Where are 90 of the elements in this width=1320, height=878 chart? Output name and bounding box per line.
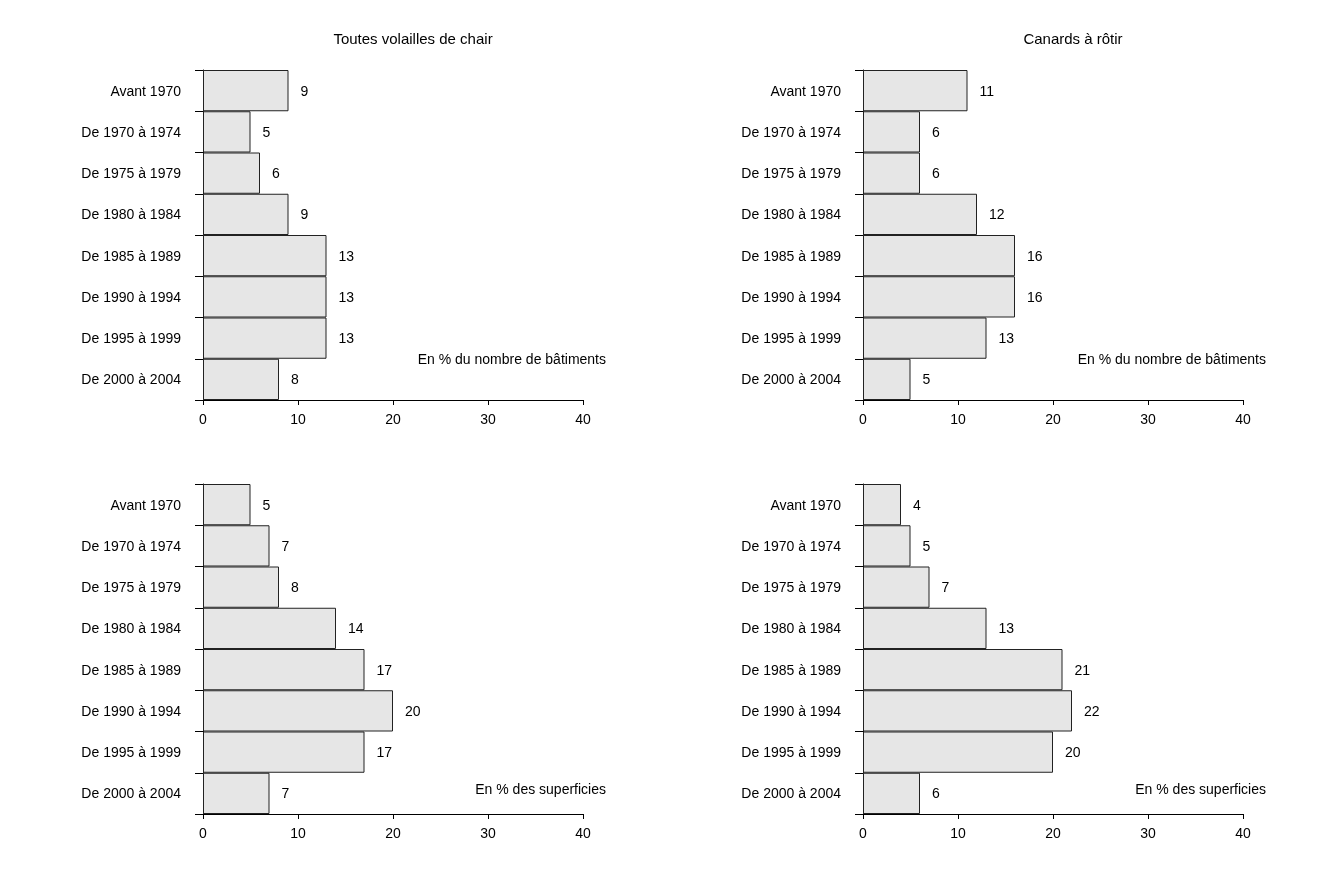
data-label: 8	[291, 579, 299, 596]
y-tick-label: De 1975 à 1979	[81, 579, 182, 596]
data-label: 16	[1027, 247, 1043, 264]
data-label: 9	[300, 82, 309, 99]
x-tick-label: 30	[480, 825, 496, 841]
data-label: 17	[376, 744, 393, 761]
y-tick-label: De 1990 à 1994	[741, 288, 842, 305]
x-tick-label: 40	[1235, 825, 1251, 841]
data-label: 9	[300, 206, 309, 223]
data-label: 14	[348, 620, 364, 637]
chart-title: Toutes volailles de chair	[333, 30, 493, 47]
y-tick-label: Avant 1970	[770, 82, 842, 99]
data-label: 7	[281, 537, 290, 554]
annotation: En % des superficies	[475, 781, 606, 797]
y-tick-label: De 1990 à 1994	[81, 288, 182, 305]
x-tick-label: 30	[480, 411, 496, 427]
y-tick-label: De 2000 à 2004	[741, 371, 842, 388]
y-tick-label: De 1980 à 1984	[741, 620, 842, 637]
x-tick-label: 10	[950, 825, 966, 841]
x-tick-label: 20	[1045, 825, 1061, 841]
data-label: 17	[376, 661, 393, 678]
data-label: 13	[338, 288, 355, 305]
y-tick-label: De 2000 à 2004	[81, 371, 182, 388]
y-tick-label: De 1980 à 1984	[81, 620, 182, 637]
data-label: 8	[291, 371, 299, 388]
y-tick-label: Avant 1970	[110, 82, 182, 99]
y-tick-label: De 1985 à 1989	[741, 247, 842, 264]
annotation: En % du nombre de bâtiments	[417, 351, 607, 367]
data-label: 5	[922, 371, 931, 388]
data-label: 13	[998, 620, 1015, 637]
x-tick-label: 30	[1140, 411, 1156, 427]
chart-title: Canards à rôtir	[1023, 30, 1123, 47]
data-label: 5	[262, 496, 271, 513]
data-label: 11	[979, 82, 995, 99]
data-label: 6	[932, 123, 940, 140]
annotation: En % des superficies	[1135, 781, 1266, 797]
x-tick-label: 40	[575, 825, 591, 841]
data-label: 5	[262, 123, 271, 140]
x-tick-label: 20	[385, 825, 401, 841]
x-tick-label: 40	[575, 411, 591, 427]
y-tick-label: De 1970 à 1974	[81, 537, 182, 554]
annotation: En % du nombre de bâtiments	[1077, 351, 1267, 367]
data-label: 13	[338, 330, 355, 347]
x-tick-label: 0	[199, 411, 208, 427]
y-tick-label: De 1980 à 1984	[741, 206, 842, 223]
y-tick-label: De 1995 à 1999	[741, 330, 842, 347]
x-tick-label: 0	[859, 411, 868, 427]
y-tick-label: De 1970 à 1974	[81, 123, 182, 140]
data-label: 20	[1065, 744, 1081, 761]
data-label: 7	[281, 785, 290, 802]
y-tick-label: De 1980 à 1984	[81, 206, 182, 223]
y-tick-label: Avant 1970	[770, 496, 842, 513]
x-tick-label: 10	[950, 411, 966, 427]
x-tick-label: 10	[290, 411, 306, 427]
data-label: 5	[922, 537, 931, 554]
y-tick-label: De 1995 à 1999	[81, 744, 182, 761]
y-tick-label: De 1975 à 1979	[81, 165, 182, 182]
y-tick-label: De 1970 à 1974	[741, 123, 842, 140]
y-tick-label: De 1990 à 1994	[81, 702, 182, 719]
x-tick-label: 20	[1045, 411, 1061, 427]
data-label: 6	[272, 165, 280, 182]
x-tick-label: 40	[1235, 411, 1251, 427]
y-tick-label: De 1970 à 1974	[741, 537, 842, 554]
x-tick-label: 0	[199, 825, 208, 841]
y-tick-label: De 1985 à 1989	[81, 247, 182, 264]
data-label: 20	[405, 702, 421, 719]
data-label: 7	[941, 579, 950, 596]
x-tick-label: 30	[1140, 825, 1156, 841]
y-tick-label: De 2000 à 2004	[81, 785, 182, 802]
x-tick-label: 0	[859, 825, 868, 841]
data-label: 6	[932, 165, 940, 182]
y-tick-label: De 1995 à 1999	[81, 330, 182, 347]
y-tick-label: De 1975 à 1979	[741, 579, 842, 596]
x-tick-label: 10	[290, 825, 306, 841]
x-tick-label: 20	[385, 411, 401, 427]
y-tick-label: Avant 1970	[110, 496, 182, 513]
y-tick-label: De 1985 à 1989	[741, 661, 842, 678]
data-label: 4	[913, 496, 921, 513]
data-label: 6	[932, 785, 940, 802]
data-label: 13	[998, 330, 1015, 347]
data-label: 22	[1084, 702, 1100, 719]
y-tick-label: De 1985 à 1989	[81, 661, 182, 678]
data-label: 21	[1074, 661, 1091, 678]
y-tick-label: De 1995 à 1999	[741, 744, 842, 761]
y-tick-label: De 1975 à 1979	[741, 165, 842, 182]
y-tick-label: De 2000 à 2004	[741, 785, 842, 802]
data-label: 12	[989, 206, 1005, 223]
data-label: 13	[338, 247, 355, 264]
data-label: 16	[1027, 288, 1043, 305]
y-tick-label: De 1990 à 1994	[741, 702, 842, 719]
